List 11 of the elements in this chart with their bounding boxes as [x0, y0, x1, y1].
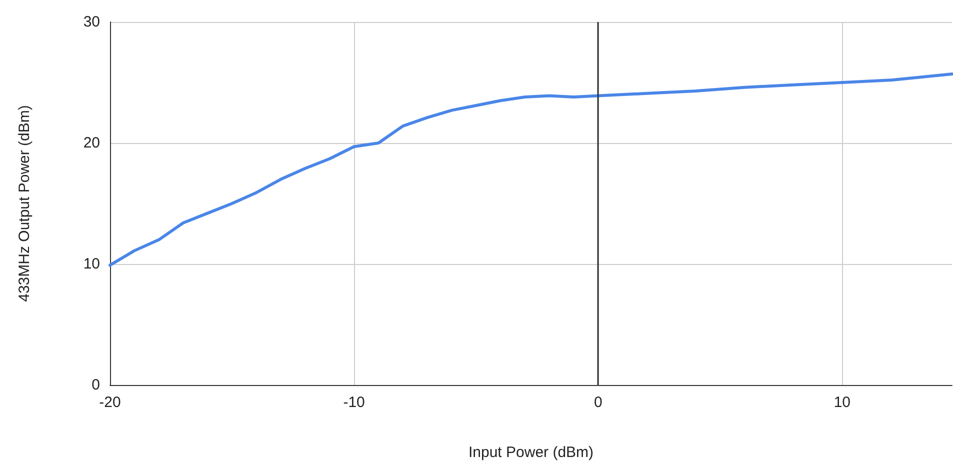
line-series — [108, 72, 953, 267]
x-tick-label: 10 — [834, 394, 851, 411]
y-tick-label: 10 — [83, 256, 100, 272]
y-axis-title: 433MHz Output Power (dBm) — [16, 105, 33, 302]
x-tick-label: -10 — [343, 394, 365, 411]
x-axis-title: Input Power (dBm) — [468, 444, 594, 461]
y-tick-label: 0 — [92, 376, 100, 394]
x-tick-label: -20 — [99, 394, 121, 411]
y-tick-label: 20 — [83, 134, 100, 152]
x-tick-label: 0 — [594, 394, 602, 411]
y-tick-label: 30 — [83, 14, 100, 30]
